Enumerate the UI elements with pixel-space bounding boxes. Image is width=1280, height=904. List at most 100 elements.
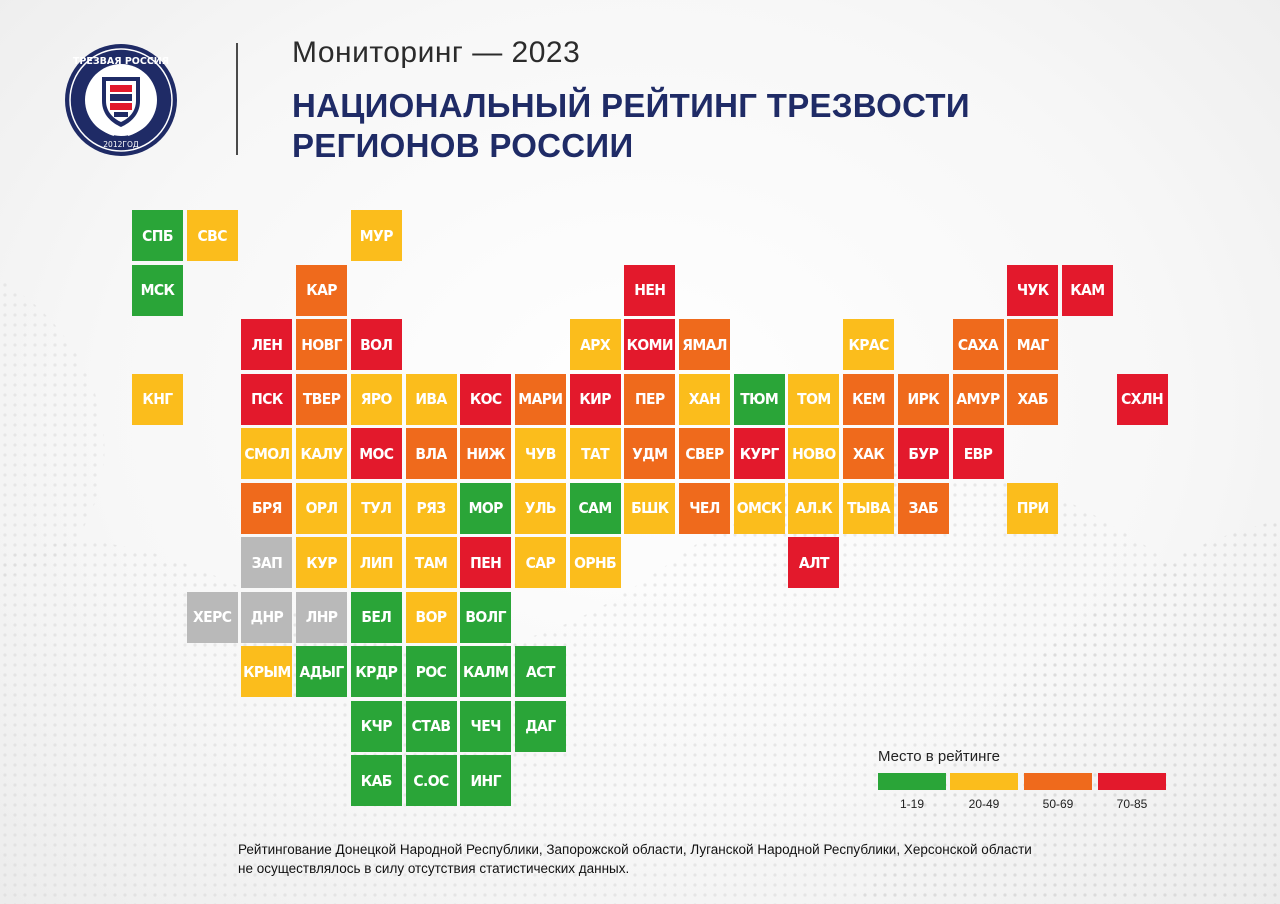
region-tile-33: СХЛН	[1116, 373, 1168, 425]
region-tile-59: ТЫВА	[843, 482, 895, 534]
region-tile-13: ЯМАЛ	[679, 319, 730, 370]
region-tile-49: ОРЛ	[296, 482, 348, 534]
region-tile-72: ЛНР	[296, 591, 348, 643]
region-tile-27: ТЮМ	[733, 373, 785, 425]
page-title-line-1: НАЦИОНАЛЬНЫЙ РЕЙТИНГ ТРЕЗВОСТИ	[292, 87, 970, 124]
region-tile-76: КРЫМ	[241, 646, 293, 697]
region-tile-17: КНГ	[132, 373, 183, 425]
region-tile-6: ЧУК	[1007, 264, 1059, 316]
legend-label-green: 1-19	[899, 797, 925, 811]
legend-swatch-green	[878, 773, 946, 790]
legend-label-yellow: 20-49	[968, 797, 1000, 811]
region-tile-83: СТАВ	[405, 700, 457, 752]
region-tile-63: КУР	[296, 537, 348, 588]
region-tile-5: НЕН	[624, 264, 676, 316]
region-tile-28: ТОМ	[788, 373, 840, 425]
region-tile-10: ВОЛ	[350, 319, 402, 370]
region-tile-8: ЛЕН	[241, 319, 293, 370]
region-tile-15: САХА	[952, 319, 1004, 370]
logo-year-text: 2012ГОД	[103, 140, 139, 149]
region-tile-61: ПРИ	[1007, 482, 1059, 534]
legend-swatch-yellow	[950, 773, 1018, 790]
region-tile-53: УЛЬ	[514, 482, 566, 534]
region-tile-58: АЛ.К	[788, 482, 840, 534]
region-tile-42: СВЕР	[679, 428, 730, 479]
region-tile-46: БУР	[897, 428, 949, 479]
legend-title: Место в рейтинге	[878, 748, 1000, 765]
region-tile-67: САР	[514, 537, 566, 588]
region-tile-21: ИВА	[405, 373, 457, 425]
region-tile-81: АСТ	[514, 646, 566, 697]
region-tile-87: С.ОС	[405, 755, 457, 806]
region-tile-1: СВС	[186, 210, 238, 261]
region-tile-68: ОРНБ	[569, 537, 621, 588]
region-tile-79: РОС	[405, 646, 457, 697]
region-tile-85: ДАГ	[514, 700, 566, 752]
region-tile-9: НОВГ	[296, 319, 348, 370]
region-tile-29: КЕМ	[843, 373, 895, 425]
region-tile-30: ИРК	[897, 373, 949, 425]
region-tile-80: КАЛМ	[460, 646, 512, 697]
region-tile-52: МОР	[460, 482, 512, 534]
legend-swatch-orange	[1024, 773, 1092, 790]
region-tile-56: ЧЕЛ	[679, 482, 730, 534]
footnote: Рейтингование Донецкой Народной Республи…	[238, 840, 1138, 878]
region-tile-0: СПБ	[132, 210, 183, 261]
region-tile-73: БЕЛ	[350, 591, 402, 643]
legend-label-red: 70-85	[1116, 797, 1148, 811]
region-tile-43: КУРГ	[733, 428, 785, 479]
region-tile-84: ЧЕЧ	[460, 700, 512, 752]
region-tile-35: КАЛУ	[296, 428, 348, 479]
region-tile-14: КРАС	[843, 319, 895, 370]
header-divider	[236, 43, 238, 155]
legend-label-orange: 50-69	[1042, 797, 1074, 811]
region-tile-47: ЕВР	[952, 428, 1004, 479]
region-tile-60: ЗАБ	[897, 482, 949, 534]
region-tile-86: КАБ	[350, 755, 402, 806]
region-tile-19: ТВЕР	[296, 373, 348, 425]
region-tile-24: КИР	[569, 373, 621, 425]
region-tile-31: АМУР	[952, 373, 1004, 425]
region-tile-57: ОМСК	[733, 482, 785, 534]
region-tile-20: ЯРО	[350, 373, 402, 425]
region-tile-48: БРЯ	[241, 482, 293, 534]
logo-arc-text: ТРЕЗВАЯ РОССИЯ	[73, 56, 169, 67]
region-tile-7: КАМ	[1061, 264, 1113, 316]
region-tile-66: ПЕН	[460, 537, 512, 588]
logo-emblem: ТРЕЗВАЯ РОССИЯ 2012ГОД	[65, 44, 177, 156]
region-tile-45: ХАК	[843, 428, 895, 479]
region-tile-16: МАГ	[1007, 319, 1059, 370]
region-tile-39: ЧУВ	[514, 428, 566, 479]
region-tile-18: ПСК	[241, 373, 293, 425]
region-tile-40: ТАТ	[569, 428, 621, 479]
region-tile-55: БШК	[624, 482, 676, 534]
page-title-line-2: РЕГИОНОВ РОССИИ	[292, 127, 634, 164]
region-tile-11: АРХ	[569, 319, 621, 370]
region-tile-34: СМОЛ	[241, 428, 293, 479]
page-title: НАЦИОНАЛЬНЫЙ РЕЙТИНГ ТРЕЗВОСТИ РЕГИОНОВ …	[292, 86, 970, 166]
region-tile-77: АДЫГ	[296, 646, 348, 697]
region-tile-51: РЯЗ	[405, 482, 457, 534]
region-tile-4: КАР	[296, 264, 348, 316]
region-tile-82: КЧР	[350, 700, 402, 752]
region-tile-70: ХЕРС	[186, 591, 238, 643]
region-tile-12: КОМИ	[624, 319, 676, 370]
region-tile-23: МАРИ	[514, 373, 566, 425]
region-tile-2: МУР	[350, 210, 402, 261]
footnote-line-1: Рейтингование Донецкой Народной Республи…	[238, 842, 1032, 857]
region-tile-26: ХАН	[679, 373, 730, 425]
region-tile-54: САМ	[569, 482, 621, 534]
region-tile-62: ЗАП	[241, 537, 293, 588]
region-tile-25: ПЕР	[624, 373, 676, 425]
region-tile-74: ВОР	[405, 591, 457, 643]
footnote-line-2: не осуществлялось в силу отсутствия стат…	[238, 861, 630, 876]
region-tile-37: ВЛА	[405, 428, 457, 479]
region-tile-22: КОС	[460, 373, 512, 425]
region-tile-3: МСК	[132, 264, 183, 316]
page-subtitle: Мониторинг — 2023	[292, 36, 581, 69]
region-tile-69: АЛТ	[788, 537, 840, 588]
legend-swatch-red	[1098, 773, 1166, 790]
region-tile-64: ЛИП	[350, 537, 402, 588]
